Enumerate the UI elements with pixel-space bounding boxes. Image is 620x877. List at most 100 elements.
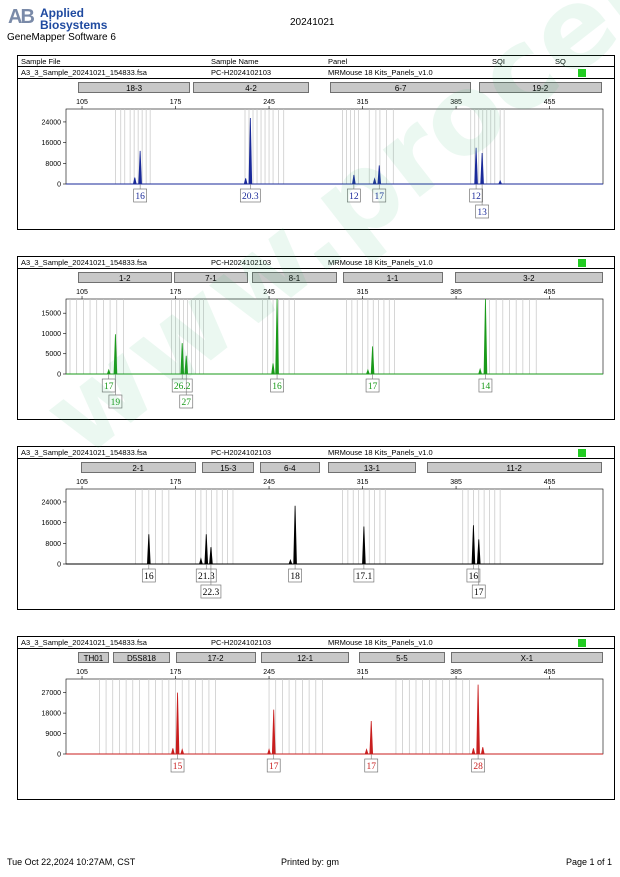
marker-6-7[interactable]: 6-7 <box>330 82 471 93</box>
peak <box>352 174 356 185</box>
y-tick-label: 15000 <box>42 311 62 318</box>
marker-11-2[interactable]: 11-2 <box>426 462 602 473</box>
allele-call-label: 17 <box>366 762 376 772</box>
marker-18-3[interactable]: 18-3 <box>78 82 191 93</box>
x-tick-label: 105 <box>76 99 88 106</box>
panel-sample-name: PC-H2024102103 <box>211 638 272 647</box>
electropherogram-plot: 105 175 245 315 385 455 0 9000 18000 27000 15 17 17 2… <box>42 669 604 773</box>
allele-call-label: 16 <box>469 572 479 582</box>
peak <box>271 709 276 755</box>
allele-call-box <box>179 394 194 409</box>
panel-info-row: A3_3_Sample_20241021_154833.fsa PC-H20241… <box>18 447 614 459</box>
marker-1-1[interactable]: 1-1 <box>342 272 443 283</box>
sq-status-indicator <box>578 259 586 267</box>
allele-call-box <box>288 568 302 583</box>
logo-line2: Biosystems <box>40 18 108 32</box>
allele-call-label: 26.2 <box>174 382 191 392</box>
marker-4-2[interactable]: 4-2 <box>192 82 310 93</box>
marker-3-2[interactable]: 3-2 <box>454 272 603 283</box>
peak <box>288 558 293 565</box>
y-tick-label: 8000 <box>45 161 61 168</box>
allele-call-label: 17 <box>104 382 114 392</box>
peak <box>498 179 502 185</box>
plot-frame <box>65 488 604 565</box>
x-tick-label: 175 <box>170 99 182 106</box>
sq-status-indicator <box>578 639 586 647</box>
plot-frame <box>65 298 604 375</box>
peak <box>175 692 180 755</box>
allele-call-label: 15 <box>173 762 183 772</box>
allele-call-label: 16 <box>272 382 282 392</box>
panel-panel-name: MRMouse 18 Kits_Panels_v1.0 <box>328 448 433 457</box>
x-tick-label: 385 <box>450 99 462 106</box>
allele-call-box <box>266 758 281 773</box>
peak <box>476 539 481 565</box>
y-tick-label: 5000 <box>45 351 61 358</box>
marker-5-5[interactable]: 5-5 <box>358 652 446 663</box>
marker-8-1[interactable]: 8-1 <box>251 272 338 283</box>
marker-th01[interactable]: TH01 <box>78 652 109 663</box>
peak <box>248 118 253 185</box>
allele-call-label: 14 <box>481 382 491 392</box>
software-name: GeneMapper Software 6 <box>7 32 116 43</box>
marker-15-3[interactable]: 15-3 <box>202 462 255 473</box>
marker-17-2[interactable]: 17-2 <box>175 652 256 663</box>
column-header-row: Sample File Sample Name Panel SQI SQ <box>17 55 615 67</box>
marker-7-1[interactable]: 7-1 <box>174 272 248 283</box>
report-title: 20241021 <box>290 17 335 28</box>
logo-mark: AB <box>8 6 35 28</box>
panel-sample-file: A3_3_Sample_20241021_154833.fsa <box>21 68 147 77</box>
allele-call-box <box>475 204 489 219</box>
peak <box>480 152 484 185</box>
peak <box>171 748 175 755</box>
y-tick-label: 24000 <box>42 499 62 506</box>
peak <box>147 534 151 565</box>
panel-1: A3_3_Sample_20241021_154833.fsa PC-H20241… <box>17 66 615 230</box>
panel-sample-file: A3_3_Sample_20241021_154833.fsa <box>21 448 147 457</box>
allele-call-label: 17 <box>375 192 385 202</box>
x-tick-label: 385 <box>450 669 462 676</box>
footer-datetime: Tue Oct 22,2024 10:27AM, CST <box>7 857 136 867</box>
panel-info-row: A3_3_Sample_20241021_154833.fsa PC-H20241… <box>18 637 614 649</box>
marker-d5s818[interactable]: D5S818 <box>112 652 171 663</box>
peak <box>370 346 375 375</box>
x-tick-label: 455 <box>544 99 556 106</box>
x-tick-label: 245 <box>263 669 275 676</box>
logo-line1: Applied <box>40 6 84 20</box>
panel-panel-name: MRMouse 18 Kits_Panels_v1.0 <box>328 638 433 647</box>
allele-call-label: 17 <box>368 382 378 392</box>
peak <box>133 177 137 185</box>
peak <box>209 547 213 565</box>
marker-x-1[interactable]: X-1 <box>450 652 603 663</box>
marker-12-1[interactable]: 12-1 <box>261 652 350 663</box>
peak <box>267 748 271 755</box>
marker-6-4[interactable]: 6-4 <box>259 462 320 473</box>
panel-sample-name: PC-H2024102103 <box>211 258 272 267</box>
x-tick-label: 315 <box>357 99 369 106</box>
allele-call-label: 16 <box>135 192 145 202</box>
y-tick-label: 9000 <box>45 731 61 738</box>
peak <box>483 298 488 375</box>
electropherogram-plot: 105 175 245 315 385 455 0 5000 10000 15000 17 19 26.… <box>42 289 604 409</box>
peak <box>113 334 118 375</box>
panel-panel-name: MRMouse 18 Kits_Panels_v1.0 <box>328 68 433 77</box>
allele-call-label: 17 <box>269 762 279 772</box>
plot-frame <box>65 678 604 755</box>
allele-call-box <box>239 188 261 203</box>
marker-13-1[interactable]: 13-1 <box>327 462 416 473</box>
allele-call-label: 27 <box>181 398 191 408</box>
x-tick-label: 105 <box>76 479 88 486</box>
allele-call-box <box>270 378 284 393</box>
x-tick-label: 315 <box>357 479 369 486</box>
marker-1-2[interactable]: 1-2 <box>78 272 172 283</box>
allele-call-box <box>108 394 123 409</box>
y-tick-label: 24000 <box>42 119 62 126</box>
marker-19-2[interactable]: 19-2 <box>478 82 602 93</box>
x-tick-label: 105 <box>76 289 88 296</box>
allele-call-label: 17.1 <box>356 572 373 582</box>
peak <box>480 747 485 755</box>
peak <box>180 343 185 375</box>
allele-call-label: 21.3 <box>198 572 215 582</box>
marker-2-1[interactable]: 2-1 <box>80 462 196 473</box>
allele-call-box <box>471 758 485 773</box>
